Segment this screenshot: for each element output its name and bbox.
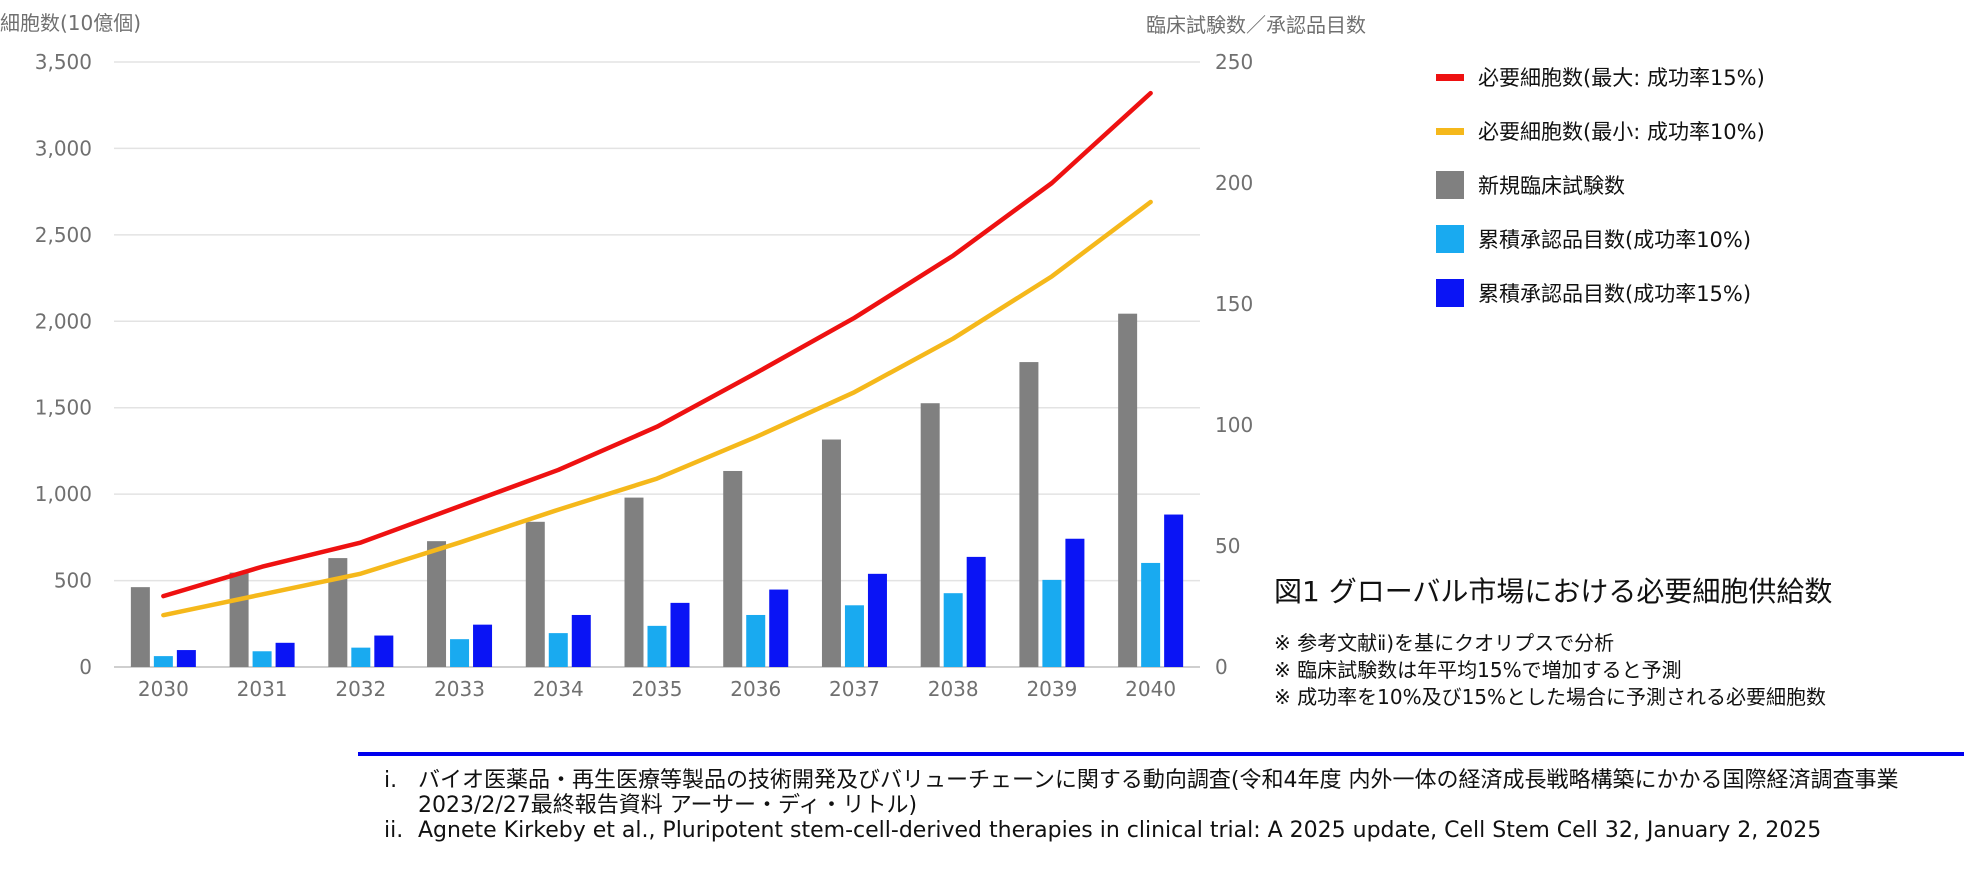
right-tick-label: 50: [1215, 534, 1240, 558]
bar-2: [351, 647, 371, 667]
legend-swatch-min-cells: [1436, 127, 1464, 135]
bar-2: [647, 625, 667, 667]
figure-title: 図1 グローバル市場における必要細胞供給数: [1274, 575, 1833, 608]
series-line-1: [161, 90, 1153, 599]
legend-label-approved-15: 累積承認品目数(成功率15%): [1478, 282, 1752, 306]
legend-label-max-cells: 必要細胞数(最大: 成功率15%): [1478, 66, 1765, 90]
bar-1: [1019, 362, 1039, 667]
x-tick-label: 2035: [632, 677, 683, 701]
x-tick-label: 2030: [138, 677, 189, 701]
legend-swatch-approved-10: [1436, 225, 1464, 253]
right-tick-label: 150: [1215, 292, 1253, 316]
legend-item-approved-15: 累積承認品目数(成功率15%): [1436, 266, 1765, 320]
left-tick-label: 500: [54, 569, 92, 593]
note-item: ※ 参考文献ⅱ)を基にクオリプスで分析: [1274, 631, 1615, 655]
reference-text: バイオ医薬品・再生医療等製品の技術開発及びバリューチェーンに関する動向調査(令和…: [418, 768, 1899, 818]
left-axis-title: 細胞数(10億個): [0, 11, 141, 35]
legend-label-new-trials: 新規臨床試験数: [1478, 174, 1625, 198]
legend-item-min-cells: 必要細胞数(最小: 成功率10%): [1436, 104, 1765, 158]
legend-item-new-trials: 新規臨床試験数: [1436, 158, 1765, 212]
x-tick-label: 2038: [928, 677, 979, 701]
bar-1: [328, 558, 348, 667]
bar-3: [275, 642, 295, 667]
note-item: ※ 臨床試験数は年平均15%で増加すると予測: [1274, 658, 1682, 682]
bar-3: [966, 556, 986, 667]
bar-3: [176, 650, 196, 667]
x-tick-label: 2032: [335, 677, 386, 701]
x-tick-label: 2036: [730, 677, 781, 701]
bar-2: [943, 593, 963, 667]
bar-2: [844, 605, 864, 667]
bar-3: [1065, 538, 1085, 667]
legend-item-max-cells: 必要細胞数(最大: 成功率15%): [1436, 50, 1765, 104]
bar-1: [624, 497, 644, 667]
legend-swatch-max-cells: [1436, 73, 1464, 81]
legend-label-min-cells: 必要細胞数(最小: 成功率10%): [1478, 120, 1765, 144]
bar-2: [153, 656, 173, 667]
bar-1: [1118, 313, 1138, 667]
bar-3: [867, 573, 887, 667]
bar-1: [229, 572, 249, 667]
right-axis-title: 臨床試験数／承認品目数: [1146, 13, 1366, 37]
divider-rule: [358, 752, 1964, 756]
bar-1: [723, 470, 743, 667]
x-tick-label: 2034: [533, 677, 584, 701]
bar-2: [252, 651, 272, 667]
bar-3: [473, 624, 493, 667]
note-item: ※ 成功率を10%及び15%とした場合に予測される必要細胞数: [1274, 685, 1827, 709]
bar-1: [427, 541, 447, 667]
reference-number: i.: [384, 768, 398, 793]
legend-swatch-new-trials: [1436, 171, 1464, 199]
left-tick-label: 1,500: [35, 396, 92, 420]
right-tick-label: 0: [1215, 655, 1228, 679]
bar-1: [130, 587, 150, 667]
right-tick-label: 250: [1215, 50, 1253, 74]
series-line-2: [161, 199, 1153, 618]
bar-2: [1141, 562, 1161, 667]
reference-item: i. バイオ医薬品・再生医療等製品の技術開発及びバリューチェーンに関する動向調査…: [384, 768, 1954, 818]
legend: 必要細胞数(最大: 成功率15%) 必要細胞数(最小: 成功率10%) 新規臨床…: [1436, 50, 1765, 320]
left-tick-label: 2,500: [35, 223, 92, 247]
left-tick-label: 2,000: [35, 309, 92, 333]
legend-item-approved-10: 累積承認品目数(成功率10%): [1436, 212, 1765, 266]
right-tick-label: 100: [1215, 413, 1253, 437]
bar-3: [670, 602, 690, 667]
x-tick-label: 2037: [829, 677, 880, 701]
bar-3: [769, 589, 789, 667]
bar-2: [746, 614, 766, 667]
right-tick-label: 200: [1215, 171, 1253, 195]
left-tick-label: 3,000: [35, 136, 92, 160]
bar-3: [1164, 514, 1184, 667]
left-tick-label: 0: [79, 655, 92, 679]
bar-1: [525, 521, 545, 667]
reference-number: ii.: [384, 818, 404, 843]
chart: 細胞数(10億個) 臨床試験数／承認品目数05001,0001,5002,0002…: [0, 11, 1366, 701]
bar-3: [571, 614, 591, 667]
reference-item: ii. Agnete Kirkeby et al., Pluripotent s…: [384, 818, 1954, 843]
x-tick-label: 2040: [1125, 677, 1176, 701]
x-tick-label: 2031: [237, 677, 288, 701]
left-tick-label: 1,000: [35, 482, 92, 506]
left-tick-label: 3,500: [35, 50, 92, 74]
bar-2: [450, 639, 470, 667]
x-tick-label: 2033: [434, 677, 485, 701]
x-tick-label: 2039: [1026, 677, 1077, 701]
figure-notes: ※ 参考文献ⅱ)を基にクオリプスで分析 ※ 臨床試験数は年平均15%で増加すると…: [1274, 630, 1826, 711]
reference-text: Agnete Kirkeby et al., Pluripotent stem-…: [418, 818, 1822, 843]
legend-label-approved-10: 累積承認品目数(成功率10%): [1478, 228, 1752, 252]
references: i. バイオ医薬品・再生医療等製品の技術開発及びバリューチェーンに関する動向調査…: [384, 768, 1954, 843]
bar-1: [920, 403, 940, 667]
bar-3: [374, 635, 394, 667]
bar-2: [548, 633, 568, 667]
legend-swatch-approved-15: [1436, 279, 1464, 307]
bar-1: [821, 439, 841, 667]
bar-2: [1042, 579, 1062, 667]
